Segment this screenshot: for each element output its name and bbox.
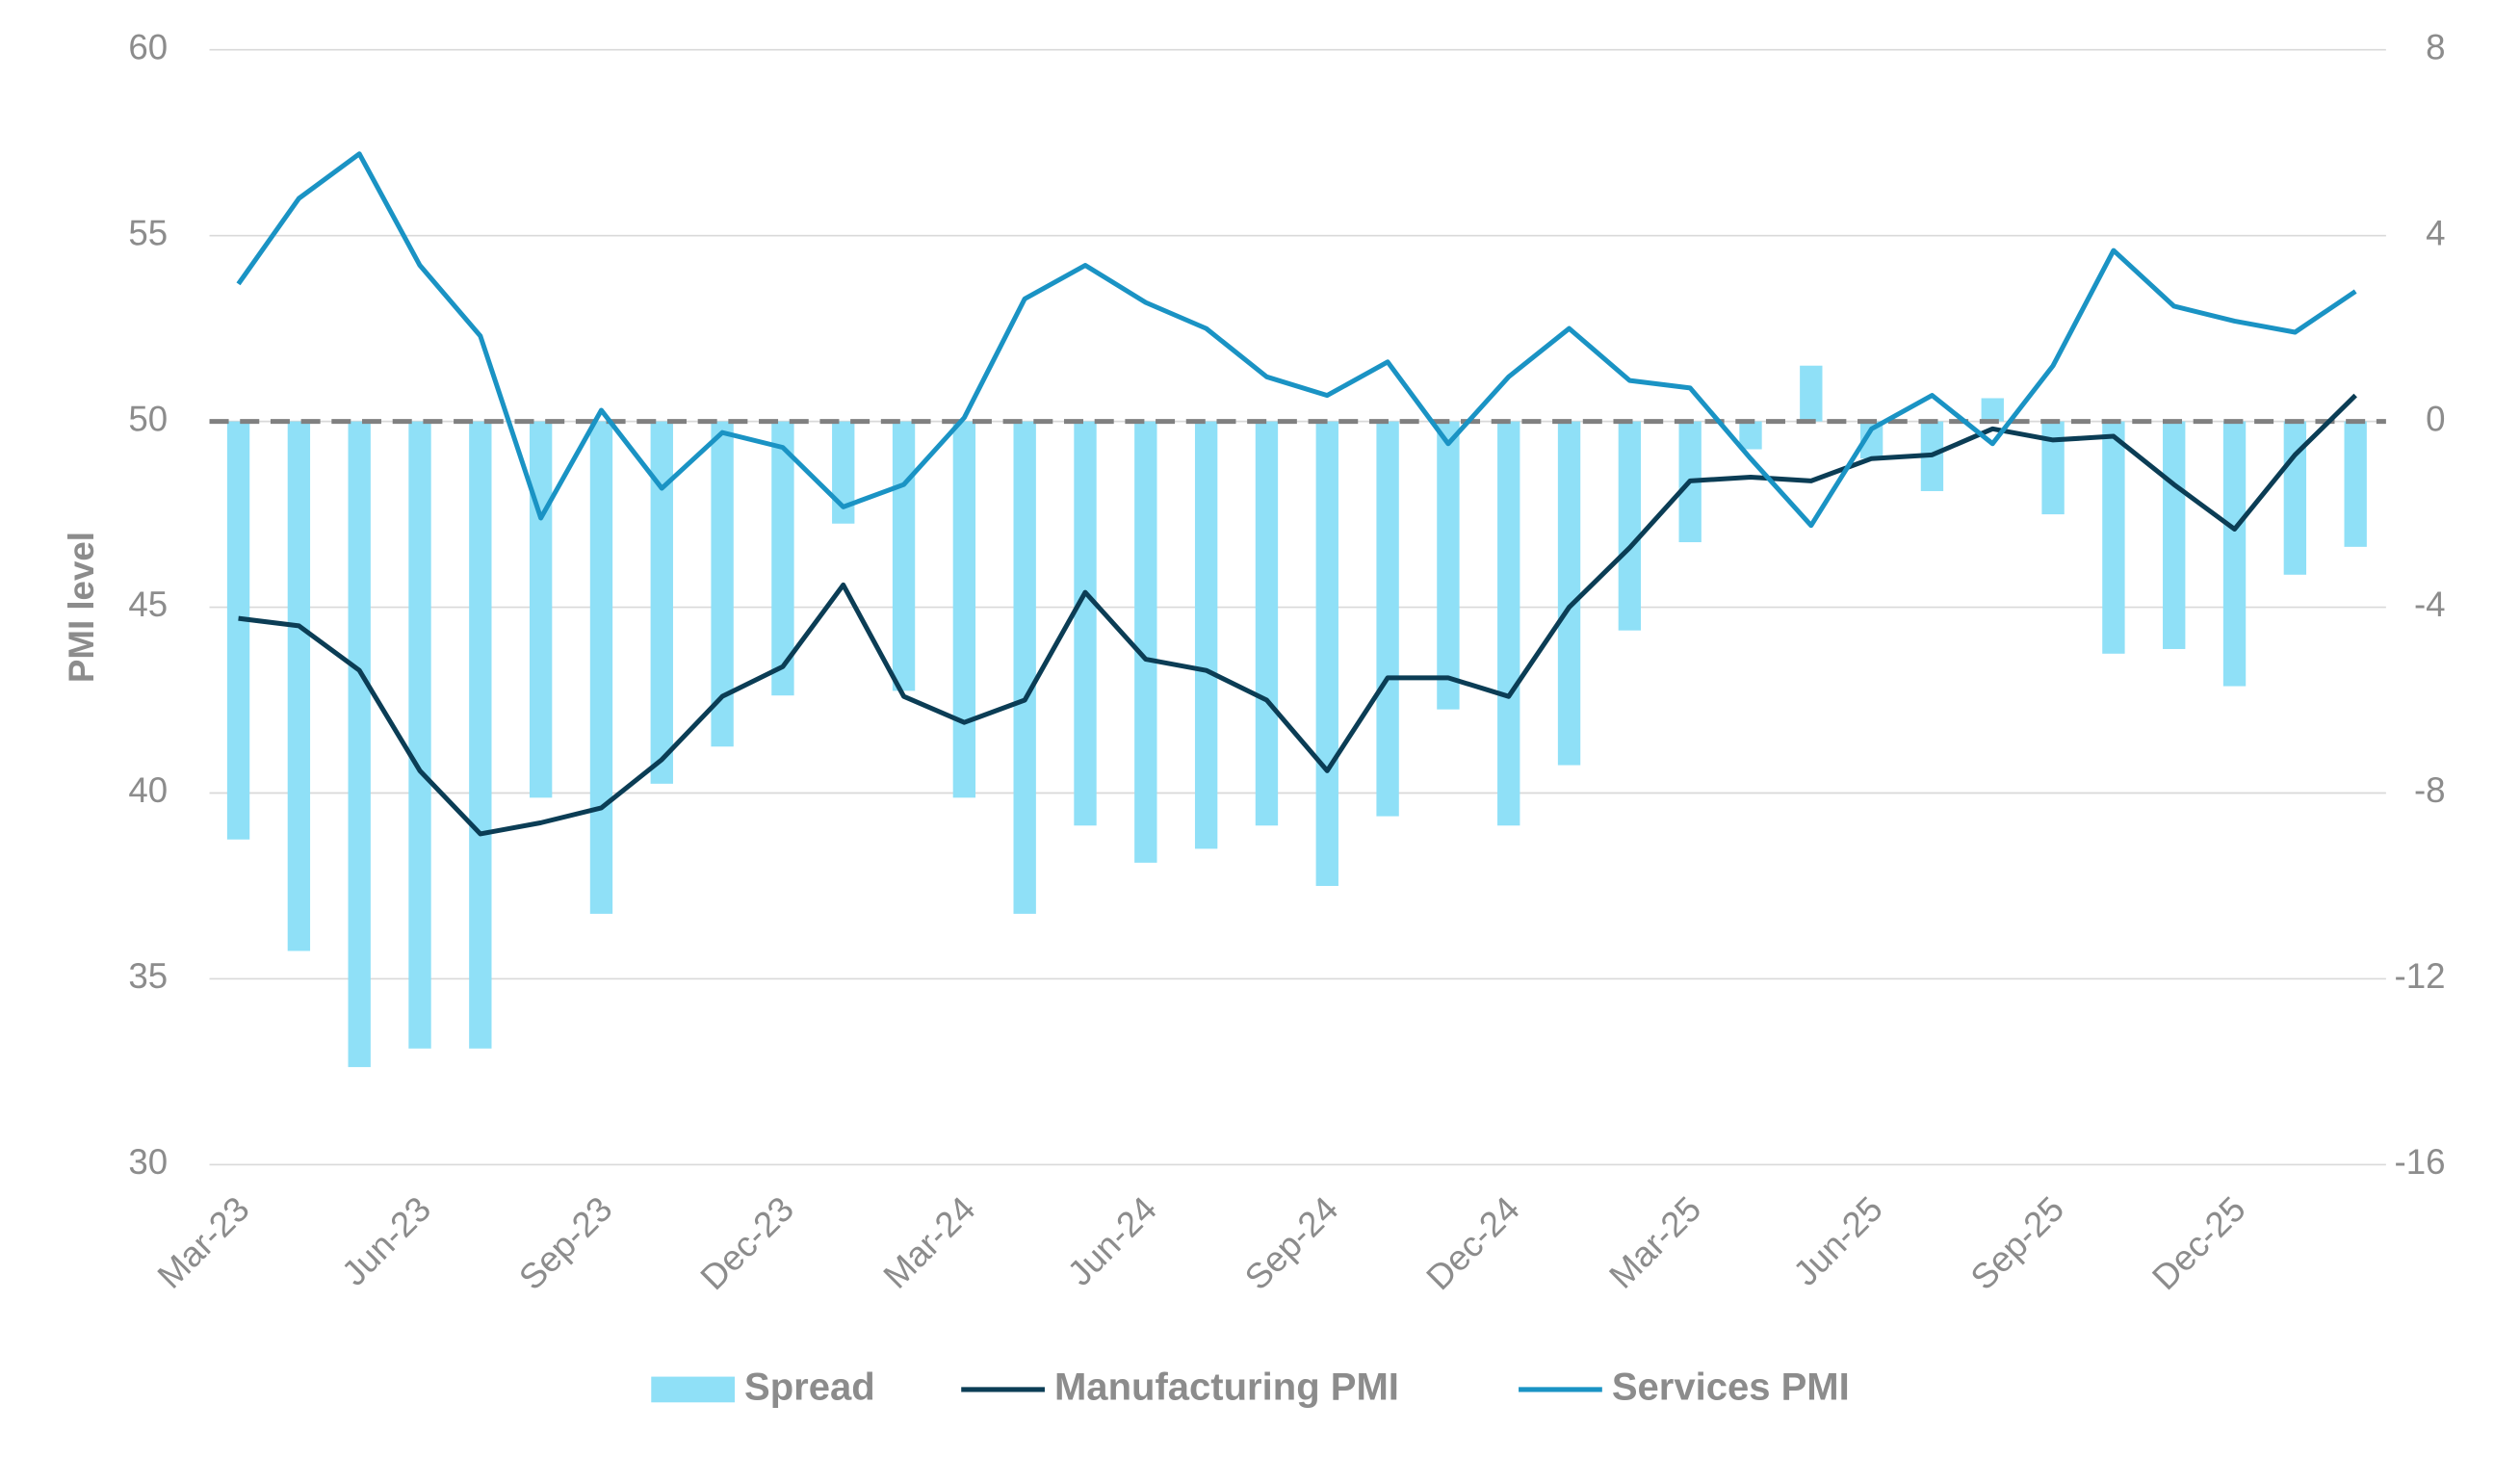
y-tick-label: 40 xyxy=(128,770,168,810)
y2-tick-label: 0 xyxy=(2426,399,2445,438)
bar xyxy=(2163,421,2186,649)
bar xyxy=(1981,398,2004,422)
bar xyxy=(650,421,673,784)
y2-tick-label: -4 xyxy=(2414,585,2446,624)
bar xyxy=(1618,421,1642,631)
bar xyxy=(2041,421,2065,515)
bar xyxy=(589,421,613,914)
bar xyxy=(408,421,431,1049)
bar xyxy=(2102,421,2125,654)
bar xyxy=(1255,421,1279,826)
bar xyxy=(226,421,250,840)
y2-tick-label: -16 xyxy=(2395,1142,2446,1182)
bar xyxy=(1800,365,1823,422)
bar xyxy=(1134,421,1157,863)
y-tick-label: 30 xyxy=(128,1142,168,1182)
y2-tick-label: 8 xyxy=(2426,27,2445,66)
y-tick-label: 50 xyxy=(128,399,168,438)
bar xyxy=(1194,421,1218,849)
bar xyxy=(892,421,916,691)
bar xyxy=(2222,421,2247,687)
x-tick-label: Dec-23 xyxy=(692,1189,801,1298)
x-tick-label: Sep-24 xyxy=(1237,1189,1346,1298)
y2-tick-label: 4 xyxy=(2426,213,2445,252)
y-tick-label: 55 xyxy=(128,213,168,252)
x-tick-label: Mar-25 xyxy=(1601,1189,1708,1296)
bar xyxy=(529,421,553,798)
x-tick-label: Sep-25 xyxy=(1963,1189,2072,1298)
bar xyxy=(1315,421,1338,886)
y2-tick-label: -12 xyxy=(2395,956,2446,996)
y2-tick-label: -8 xyxy=(2414,770,2446,810)
x-tick-label: Mar-24 xyxy=(875,1189,982,1296)
x-tick-label: Sep-23 xyxy=(511,1189,620,1298)
bar xyxy=(1859,421,1884,459)
bar xyxy=(1497,421,1520,826)
bar xyxy=(1074,421,1097,826)
bar xyxy=(711,421,734,747)
bar xyxy=(287,421,311,951)
x-tick-label: Dec-24 xyxy=(1418,1189,1527,1298)
y-axis-label: PMI level xyxy=(62,532,101,683)
legend-label: Spread xyxy=(744,1366,875,1409)
bar xyxy=(771,421,794,696)
bar xyxy=(1437,421,1460,710)
x-tick-label: Jun-23 xyxy=(334,1189,438,1293)
bar xyxy=(469,421,492,1049)
bar xyxy=(1557,421,1581,766)
bar xyxy=(1013,421,1036,914)
x-tick-label: Mar-23 xyxy=(150,1189,257,1296)
x-tick-label: Jun-24 xyxy=(1060,1189,1164,1293)
y-tick-label: 35 xyxy=(128,956,168,996)
y-tick-label: 60 xyxy=(128,27,168,66)
bar xyxy=(1739,421,1762,450)
legend-swatch xyxy=(651,1376,736,1403)
x-tick-label: Jun-25 xyxy=(1785,1189,1889,1293)
bar xyxy=(2344,421,2367,547)
y-tick-label: 45 xyxy=(128,585,168,624)
bar xyxy=(1376,421,1399,817)
bar xyxy=(952,421,976,798)
x-tick-label: Dec-25 xyxy=(2144,1189,2253,1298)
line-series xyxy=(238,393,2357,837)
line-series xyxy=(236,151,2357,529)
bar xyxy=(348,421,371,1068)
legend-label: Manufacturing PMI xyxy=(1054,1366,1399,1409)
legend-label: Services PMI xyxy=(1612,1366,1850,1409)
